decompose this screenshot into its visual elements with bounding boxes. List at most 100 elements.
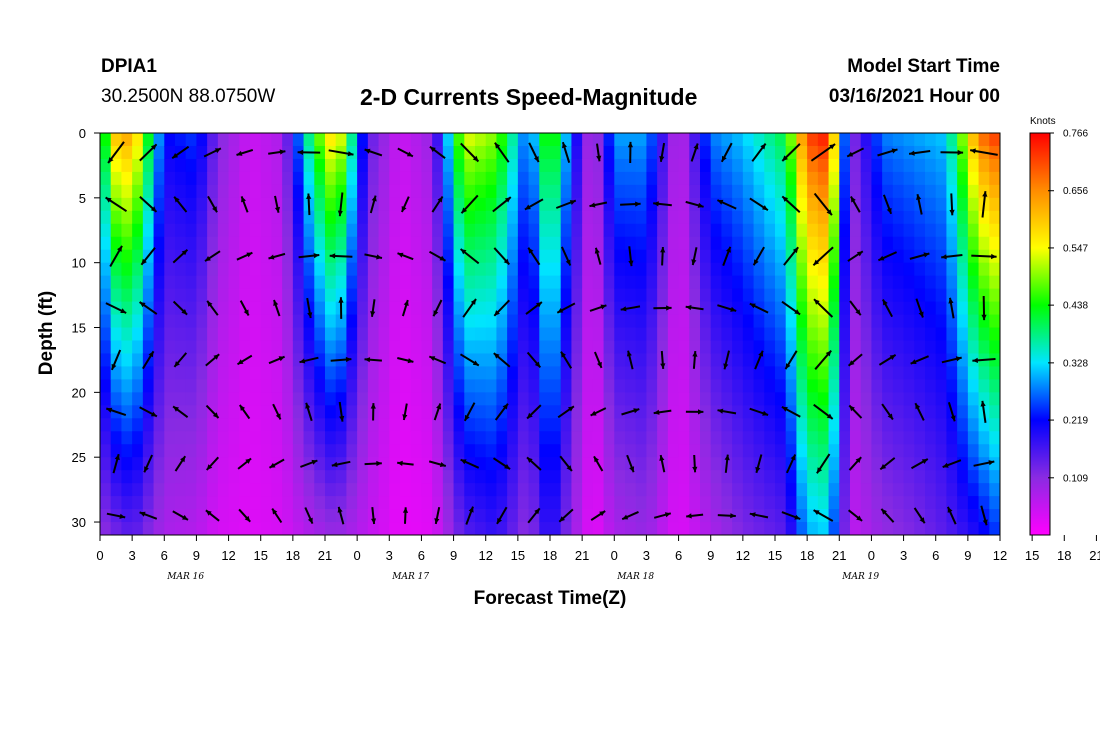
heatmap-cell <box>753 171 765 186</box>
heatmap-cell <box>475 405 487 419</box>
heatmap-cell <box>378 496 390 510</box>
heatmap-cell <box>560 262 573 277</box>
heatmap-cell <box>496 418 508 432</box>
heatmap-cell <box>389 340 401 355</box>
heatmap-cell <box>196 145 208 160</box>
heatmap-cell <box>228 184 240 199</box>
heatmap-cell <box>592 483 605 497</box>
current-vector-arrow <box>560 246 572 266</box>
heatmap-cell <box>957 288 969 303</box>
heatmap-cell <box>217 496 230 510</box>
heatmap-cell <box>689 431 701 445</box>
heatmap-cell <box>357 483 369 497</box>
heatmap-cell <box>196 236 208 251</box>
heatmap-cell <box>807 366 819 380</box>
heatmap-cell <box>496 470 508 484</box>
heatmap-cell <box>571 522 583 535</box>
heatmap-cell <box>892 171 905 186</box>
heatmap-cell <box>378 457 390 471</box>
heatmap-cell <box>957 210 969 225</box>
heatmap-cell <box>496 158 508 173</box>
heatmap-cell <box>689 210 701 225</box>
heatmap-cell <box>303 171 315 186</box>
heatmap-cell <box>325 353 337 368</box>
heatmap-cell <box>517 431 530 445</box>
heatmap-cell <box>175 392 187 406</box>
heatmap-cell <box>196 470 208 484</box>
heatmap-cell <box>400 223 412 238</box>
current-vector-arrow <box>948 297 955 319</box>
heatmap-cell <box>700 327 712 342</box>
heatmap-cell <box>185 496 198 510</box>
current-vector-arrow <box>298 253 320 259</box>
heatmap-cell <box>614 262 626 277</box>
heatmap-cell <box>121 314 133 329</box>
heatmap-cell <box>389 470 401 484</box>
heatmap-cell <box>507 197 519 212</box>
heatmap-cell <box>121 379 133 393</box>
current-vector-arrow <box>558 508 574 523</box>
heatmap-cell <box>196 133 208 147</box>
heatmap-cell <box>432 379 444 393</box>
heatmap-cell <box>850 470 862 484</box>
heatmap-cell <box>603 340 615 355</box>
heatmap-cell <box>882 262 894 277</box>
heatmap-cell <box>957 366 969 380</box>
heatmap-cell <box>571 210 583 225</box>
heatmap-cell <box>196 483 208 497</box>
heatmap-cell <box>625 210 637 225</box>
heatmap-cell <box>475 184 487 199</box>
heatmap-cell <box>989 340 1000 355</box>
heatmap-cell <box>989 522 1000 535</box>
heatmap-cell <box>142 522 155 535</box>
heatmap-cell <box>325 366 337 380</box>
heatmap-cell <box>635 418 648 432</box>
heatmap-cell <box>957 223 969 238</box>
heatmap-cell <box>346 340 358 355</box>
heatmap-cell <box>282 379 294 393</box>
heatmap-cell <box>357 197 369 212</box>
heatmap-cell <box>978 496 990 510</box>
heatmap-cell <box>925 457 937 471</box>
heatmap-cell <box>614 158 626 173</box>
heatmap-cell <box>946 171 958 186</box>
heatmap-cell <box>421 314 433 329</box>
heatmap-cell <box>464 184 476 199</box>
heatmap-cell <box>453 496 465 510</box>
heatmap-cell <box>346 444 358 458</box>
heatmap-cell <box>539 483 551 497</box>
heatmap-cell <box>442 470 455 484</box>
heatmap-cell <box>935 405 948 419</box>
heatmap-cell <box>367 171 380 186</box>
heatmap-cell <box>603 314 615 329</box>
heatmap-cell <box>442 509 455 523</box>
heatmap-cell <box>164 522 176 535</box>
heatmap-cell <box>250 223 262 238</box>
heatmap-cell <box>517 236 530 251</box>
heatmap-cell <box>582 340 594 355</box>
heatmap-cell <box>271 522 283 535</box>
heatmap-cell <box>635 158 648 173</box>
heatmap-cell <box>389 249 401 264</box>
heatmap-cell <box>710 470 723 484</box>
heatmap-cell <box>153 197 165 212</box>
current-vector-arrow <box>949 193 955 216</box>
heatmap-cell <box>892 392 905 406</box>
heatmap-cell <box>325 184 337 199</box>
heatmap-cell <box>678 327 690 342</box>
heatmap-cell <box>464 158 476 173</box>
heatmap-cell <box>678 197 690 212</box>
heatmap-cell <box>550 405 562 419</box>
heatmap-cell <box>132 236 144 251</box>
heatmap-cell <box>571 418 583 432</box>
heatmap-cell <box>700 392 712 406</box>
heatmap-cell <box>132 444 144 458</box>
heatmap-cell <box>560 522 573 535</box>
heatmap-cell <box>217 171 230 186</box>
heatmap-cell <box>185 288 198 303</box>
current-vector-arrow <box>749 197 769 212</box>
heatmap-cell <box>678 392 690 406</box>
current-vector-arrow <box>299 356 319 364</box>
heatmap-cell <box>978 340 990 355</box>
heatmap-cell <box>175 327 187 342</box>
